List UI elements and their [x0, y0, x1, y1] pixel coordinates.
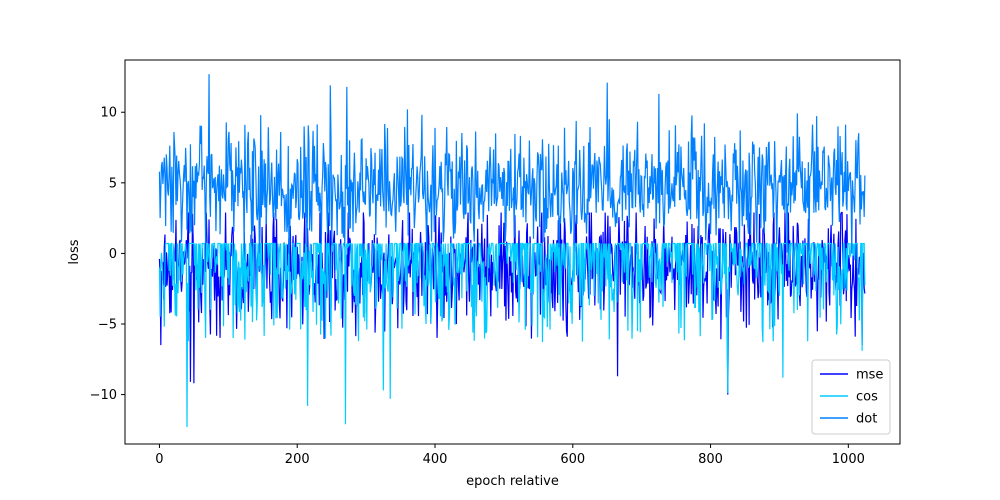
legend-box	[811, 359, 891, 435]
series-layer	[158, 74, 866, 428]
y-tick-label: −10	[90, 388, 117, 403]
x-tick-label: 0	[155, 452, 163, 467]
series-line-mse	[158, 211, 866, 395]
x-tick-label: 200	[285, 452, 310, 467]
x-tick-label: 400	[423, 452, 448, 467]
series-line-cos	[158, 241, 866, 428]
y-axis-label: loss	[67, 239, 82, 264]
legend-label-cos: cos	[856, 390, 878, 405]
y-tick-label: 5	[109, 176, 117, 191]
x-tick-label: 1000	[832, 452, 865, 467]
y-tick-label: −5	[98, 318, 117, 333]
x-tick-label: 800	[698, 452, 723, 467]
y-tick-label: 10	[100, 106, 117, 121]
series-line-dot	[158, 74, 866, 254]
legend-label-mse: mse	[856, 368, 883, 383]
x-axis: 0 200 400 600 800 1000	[155, 444, 865, 467]
y-axis: −10 −5 0 5 10	[90, 106, 125, 403]
legend-label-dot: dot	[856, 412, 877, 427]
y-tick-label: 0	[109, 247, 117, 262]
x-axis-label: epoch relative	[466, 474, 559, 489]
plot-frame	[124, 59, 901, 445]
legend: mse cos dot	[811, 359, 891, 435]
x-tick-label: 600	[560, 452, 585, 467]
